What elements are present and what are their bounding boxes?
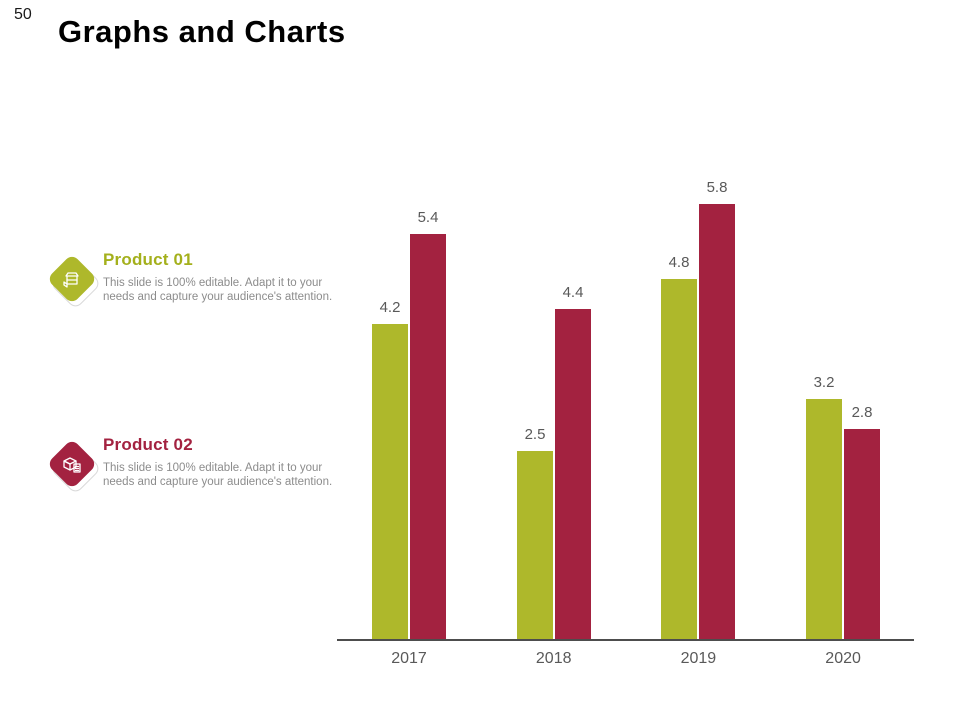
x-axis-label-2020: 2020 bbox=[825, 650, 861, 667]
legend-text-block: Product 01 This slide is 100% editable. … bbox=[103, 250, 353, 304]
bar-value-label: 2.8 bbox=[851, 404, 873, 421]
bar-product-02-2019 bbox=[699, 204, 735, 639]
x-axis-label-2018: 2018 bbox=[535, 650, 572, 667]
bar-value-label: 4.4 bbox=[562, 284, 584, 301]
bar-value-label: 5.8 bbox=[706, 179, 728, 196]
product-01-icon-badge bbox=[44, 252, 102, 310]
bar-product-01-2017 bbox=[372, 324, 408, 639]
legend-title-product-01: Product 01 bbox=[103, 250, 193, 269]
legend-description: This slide is 100% editable. Adapt it to… bbox=[103, 462, 333, 488]
bar-product-02-2020 bbox=[844, 429, 880, 639]
legend-title-product-02: Product 02 bbox=[103, 435, 193, 454]
bar-product-01-2018 bbox=[517, 451, 553, 639]
page-number: 50 bbox=[14, 6, 32, 23]
x-axis-line bbox=[337, 639, 914, 641]
bar-value-label: 3.2 bbox=[813, 374, 835, 391]
bar-product-02-2017 bbox=[410, 234, 446, 639]
slide-title: Graphs and Charts bbox=[58, 14, 346, 49]
legend-description: This slide is 100% editable. Adapt it to… bbox=[103, 277, 333, 303]
legend-text-block: Product 02 This slide is 100% editable. … bbox=[103, 435, 353, 489]
stacked-boxes-icon bbox=[46, 438, 98, 490]
bar-value-label: 4.8 bbox=[668, 254, 690, 271]
bar-value-label: 2.5 bbox=[524, 426, 546, 443]
bar-product-02-2018 bbox=[555, 309, 591, 639]
bar-value-label: 5.4 bbox=[417, 209, 439, 226]
bar-product-01-2019 bbox=[661, 279, 697, 639]
x-axis-label-2017: 2017 bbox=[391, 650, 427, 667]
open-box-icon bbox=[46, 253, 98, 305]
bar-value-label: 4.2 bbox=[379, 299, 401, 316]
bar-product-01-2020 bbox=[806, 399, 842, 639]
product-02-icon-badge bbox=[44, 437, 102, 495]
x-axis-label-2019: 2019 bbox=[680, 650, 717, 667]
